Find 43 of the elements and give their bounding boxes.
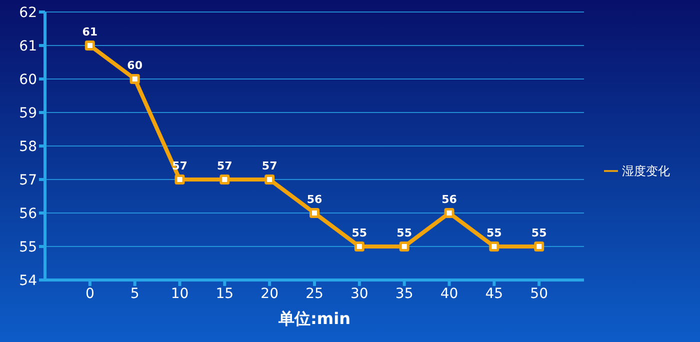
point <box>220 174 230 184</box>
y-tick-label: 59 <box>19 105 37 122</box>
point <box>174 174 185 184</box>
x-tick-label: 40 <box>440 286 458 302</box>
data-label: 55 <box>352 226 368 240</box>
y-tick-label: 54 <box>19 272 38 289</box>
x-tick-label: 45 <box>485 286 504 302</box>
point <box>354 242 364 252</box>
data-label: 55 <box>531 226 547 240</box>
data-label: 61 <box>82 26 98 38</box>
data-label: 55 <box>486 226 502 240</box>
data-label: 55 <box>396 226 412 240</box>
x-tick-label: 50 <box>530 286 548 302</box>
data-label: 57 <box>217 160 232 172</box>
x-tick-label: 35 <box>395 286 414 302</box>
point <box>534 242 544 252</box>
y-tick-label: 58 <box>19 138 37 155</box>
x-axis-title: 单位:min <box>278 309 350 328</box>
point <box>310 208 320 218</box>
y-tick-label: 57 <box>19 172 37 188</box>
data-label: 56 <box>306 193 322 206</box>
point <box>130 74 140 84</box>
x-tick-label: 10 <box>170 286 189 302</box>
y-tick-label: 62 <box>19 4 37 21</box>
point <box>84 40 95 50</box>
data-label: 56 <box>442 193 458 206</box>
x-tick-label: 15 <box>216 286 234 302</box>
data-label: 60 <box>127 59 143 72</box>
point <box>264 174 275 184</box>
y-tick-label: 55 <box>19 239 37 256</box>
x-tick-label: 5 <box>130 286 140 302</box>
x-tick-label: 30 <box>350 286 368 302</box>
data-label: 57 <box>262 160 278 172</box>
y-tick-label: 56 <box>19 206 38 222</box>
x-tick-label: 20 <box>260 286 278 302</box>
y-tick-label: 61 <box>19 38 37 54</box>
x-tick-label: 25 <box>306 286 324 302</box>
y-tick-label: 60 <box>19 72 37 88</box>
point <box>489 242 500 252</box>
legend-label: 湿度变化 <box>622 164 670 178</box>
point <box>444 208 454 218</box>
x-tick-label: 0 <box>85 286 94 302</box>
point <box>399 242 410 252</box>
